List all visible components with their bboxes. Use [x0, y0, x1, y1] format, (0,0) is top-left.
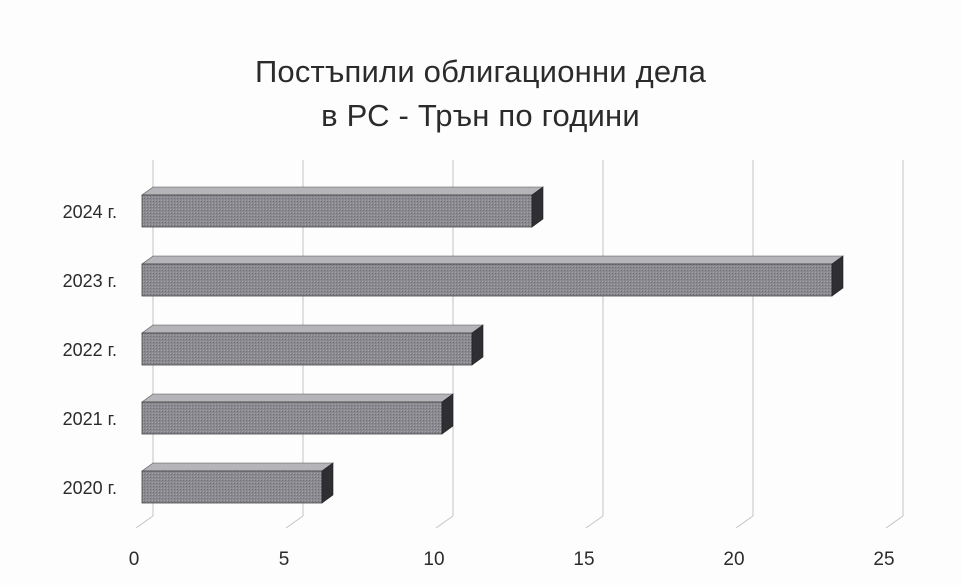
- bar: [141, 255, 844, 297]
- bar-top-face: [141, 186, 544, 196]
- bar: [141, 462, 334, 504]
- chart-title-line-1: Постъпили облигационни дела: [254, 54, 707, 89]
- category-labels: 2024 г. 2023 г. 2022 г. 2021 г. 2020 г.: [63, 202, 117, 498]
- category-label: 2023 г.: [63, 271, 117, 291]
- x-tick-label: 5: [279, 549, 290, 570]
- bar-front-face: [141, 470, 323, 504]
- bar-end-face: [441, 393, 454, 435]
- bar: [141, 393, 454, 435]
- x-tick-label: 15: [573, 549, 594, 570]
- bar-end-face: [831, 255, 844, 297]
- x-tick-label: 10: [423, 549, 444, 570]
- bar-top-face: [141, 462, 334, 472]
- floor-gridline: [135, 515, 154, 529]
- bar-front-face: [141, 263, 833, 297]
- bar: [141, 324, 484, 366]
- bar-top-face: [141, 255, 844, 265]
- floor-gridline: [285, 515, 304, 529]
- floor-gridline: [585, 515, 604, 529]
- bar: [141, 186, 544, 228]
- category-label: 2022 г.: [63, 340, 117, 360]
- floor-gridline: [435, 515, 454, 529]
- bar-front-face: [141, 194, 533, 228]
- bar-end-face: [471, 324, 484, 366]
- category-label: 2024 г.: [63, 202, 117, 222]
- chart-title-line-2: в РС - Трън по години: [321, 98, 640, 133]
- floor-gridline: [735, 515, 754, 529]
- bar-end-face: [321, 462, 334, 504]
- bar-top-face: [141, 324, 484, 334]
- category-label: 2021 г.: [63, 409, 117, 429]
- bar-end-face: [531, 186, 544, 228]
- bar-front-face: [141, 401, 443, 435]
- bars: [141, 186, 844, 504]
- x-tick-labels: 0 5 10 15 20 25: [129, 549, 895, 570]
- x-tick-label: 0: [129, 549, 140, 570]
- bar-front-face: [141, 332, 473, 366]
- x-tick-label: 25: [873, 549, 894, 570]
- category-label: 2020 г.: [63, 478, 117, 498]
- bar-top-face: [141, 393, 454, 403]
- x-tick-label: 20: [723, 549, 744, 570]
- floor-gridline: [885, 515, 904, 529]
